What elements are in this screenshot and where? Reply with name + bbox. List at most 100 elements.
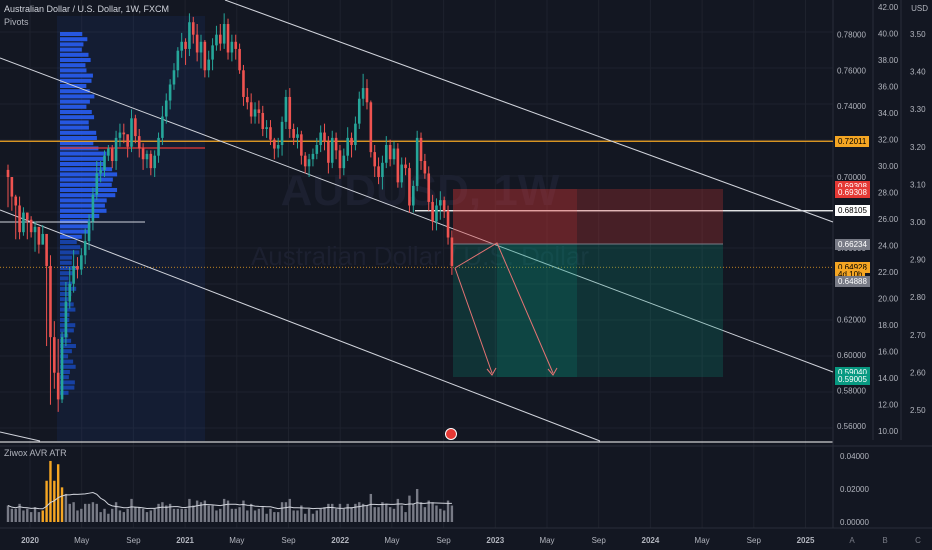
- time-tick: 2025: [797, 536, 815, 545]
- indicator-label[interactable]: Ziwox AVR ATR: [4, 448, 67, 458]
- time-tick: 2020: [21, 536, 39, 545]
- atr-bar: [195, 500, 199, 522]
- scale-tick: 14.00: [878, 374, 899, 383]
- candle-body: [226, 24, 230, 53]
- candle-body: [234, 41, 238, 49]
- atr-bar: [130, 498, 133, 522]
- candle-body: [412, 185, 415, 206]
- candle-body: [238, 48, 241, 71]
- candle-body: [14, 196, 18, 206]
- candle-body: [284, 96, 288, 122]
- time-tick: May: [695, 536, 710, 545]
- atr-bar: [219, 508, 222, 522]
- candle-body: [60, 337, 64, 400]
- vp-bar: [60, 276, 69, 281]
- atr-bar: [126, 508, 129, 522]
- vp-bar: [60, 224, 91, 229]
- atr-bar: [431, 502, 434, 522]
- scale-button-c[interactable]: C: [915, 536, 921, 545]
- vp-bar: [60, 208, 107, 213]
- candle-body: [64, 301, 68, 338]
- price-label: 0.64928: [835, 261, 870, 273]
- scale-tick: 2.50: [910, 406, 926, 415]
- candle-body: [118, 132, 122, 138]
- vp-bar: [60, 380, 75, 385]
- atr-bar: [334, 508, 338, 522]
- candle-body: [315, 144, 319, 154]
- candle-body: [311, 153, 315, 160]
- scale-tick: 3.10: [910, 180, 926, 189]
- atr-bar: [29, 512, 33, 522]
- vp-bar: [60, 188, 118, 192]
- scale-button-b[interactable]: B: [882, 536, 887, 545]
- atr-bar: [199, 502, 203, 522]
- scale-tick: 32.00: [878, 136, 899, 145]
- candle-body: [41, 233, 45, 245]
- vp-bar: [60, 110, 92, 114]
- time-tick: Sep: [592, 536, 607, 545]
- time-tick: 2023: [486, 536, 504, 545]
- atr-bar: [226, 500, 230, 522]
- candle-body: [357, 98, 361, 124]
- atr-bar: [87, 503, 91, 522]
- candle-body: [215, 34, 218, 46]
- candle-body: [319, 132, 322, 145]
- vp-bar: [60, 94, 95, 99]
- scale-tick: 36.00: [878, 83, 899, 92]
- candle-body: [415, 137, 419, 186]
- candle-body: [439, 200, 442, 206]
- scale-tick: 28.00: [878, 189, 899, 198]
- price-tick: 0.74000: [837, 102, 866, 111]
- atr-bar: [230, 508, 234, 522]
- candle-body: [330, 137, 334, 163]
- candle-body: [29, 219, 33, 233]
- vp-bar: [60, 182, 112, 187]
- vp-bar: [60, 63, 86, 68]
- atr-bar: [14, 508, 17, 522]
- candle-body: [134, 118, 137, 137]
- candle-body: [33, 226, 37, 233]
- atr-bar: [315, 510, 318, 522]
- price-tick: 0.58000: [837, 387, 866, 396]
- atr-bar: [53, 480, 56, 522]
- atr-bar: [72, 502, 75, 522]
- atr-bar: [342, 508, 346, 522]
- candle-body: [191, 22, 195, 35]
- atr-bar: [165, 505, 168, 522]
- pivots-indicator-label[interactable]: Pivots: [4, 17, 29, 27]
- candle-body: [37, 226, 41, 245]
- scale-tick: 22.00: [878, 268, 899, 277]
- atr-bar: [354, 503, 357, 522]
- vp-bar: [60, 99, 90, 104]
- candle-body: [303, 155, 307, 167]
- scale-tick: 34.00: [878, 109, 899, 118]
- atr-bar: [118, 510, 122, 522]
- candle-body: [222, 24, 226, 44]
- time-tick: Sep: [436, 536, 451, 545]
- vp-bar: [60, 385, 75, 390]
- candle-body: [114, 137, 118, 162]
- vp-bar: [60, 141, 94, 146]
- atr-bar: [99, 512, 102, 522]
- flag-icon[interactable]: [445, 428, 457, 440]
- candle-body: [110, 148, 114, 162]
- vp-bar: [60, 245, 81, 250]
- scale-tick: 26.00: [878, 215, 899, 224]
- vp-bar: [60, 307, 76, 312]
- candle-body: [18, 205, 21, 233]
- vp-bar: [60, 47, 82, 52]
- vp-bar: [60, 115, 95, 120]
- short-position-tool[interactable]: [453, 189, 723, 377]
- atr-bar: [211, 505, 214, 522]
- vp-bar: [60, 375, 69, 380]
- vp-bar: [60, 359, 74, 364]
- vp-bar: [60, 250, 80, 255]
- scale-button-a[interactable]: A: [849, 536, 855, 545]
- atr-bar: [327, 503, 330, 522]
- atr-bar: [292, 510, 295, 522]
- atr-bar: [145, 512, 149, 522]
- candle-body: [176, 50, 180, 71]
- atr-bar: [64, 493, 68, 522]
- scale-tick: 16.00: [878, 348, 899, 357]
